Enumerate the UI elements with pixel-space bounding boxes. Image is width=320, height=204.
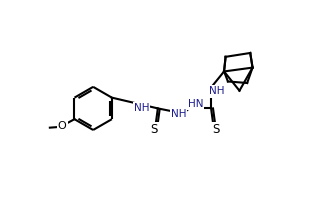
- Text: S: S: [150, 123, 158, 136]
- Text: HN: HN: [188, 99, 203, 109]
- Text: O: O: [58, 121, 67, 131]
- Text: NH: NH: [209, 86, 224, 96]
- Text: S: S: [212, 123, 219, 136]
- Text: NH: NH: [171, 109, 186, 119]
- Text: NH: NH: [134, 103, 149, 113]
